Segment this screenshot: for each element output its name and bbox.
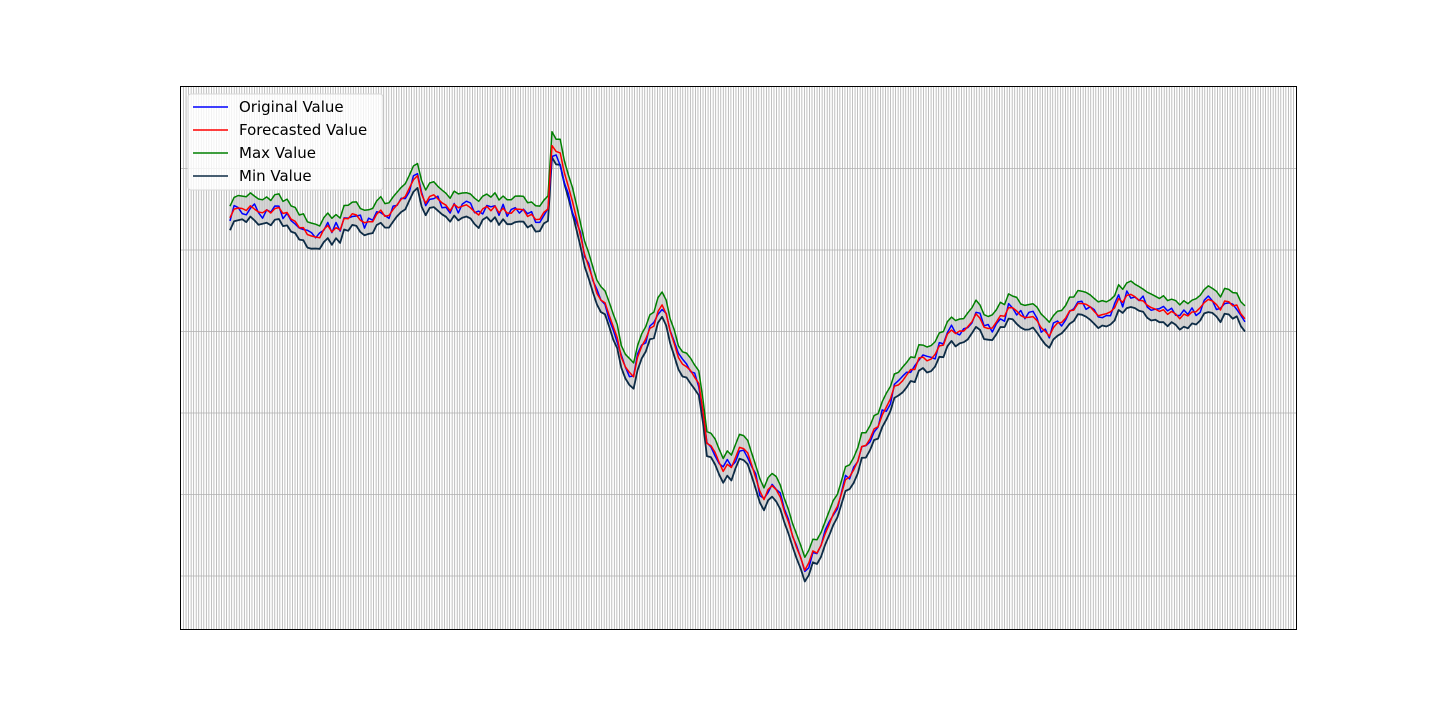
series-line-forecasted-value (229, 144, 1246, 571)
series-line-max-value (229, 131, 1246, 558)
legend-label: Min Value (239, 167, 312, 185)
plot-frame (180, 86, 1297, 630)
legend-label: Forecasted Value (239, 121, 367, 139)
legend-label: Max Value (239, 144, 316, 162)
legend: Original Value Forecasted Value Max Value M… (187, 93, 384, 191)
legend-box (187, 93, 384, 191)
series-lines (229, 131, 1246, 583)
grid-lines (181, 87, 1296, 629)
series-line-min-value (229, 156, 1246, 583)
legend-label: Original Value (239, 98, 344, 116)
